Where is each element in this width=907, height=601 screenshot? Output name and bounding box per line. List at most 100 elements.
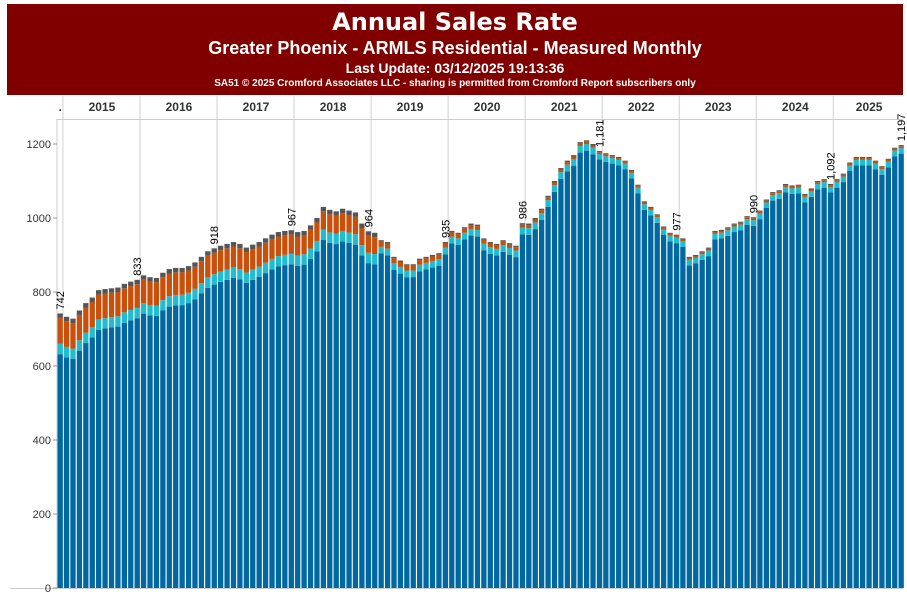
bar-segment-3 [519, 224, 526, 228]
bar-segment-3 [500, 241, 506, 246]
bar-stack [397, 260, 404, 588]
bar-segment-2 [423, 262, 429, 270]
bar-segment-3 [121, 288, 127, 313]
bar-segment-1 [532, 229, 538, 588]
bar-segment-1 [879, 174, 885, 588]
bar-segment-2 [339, 230, 346, 242]
bar-segment-2 [327, 232, 333, 243]
bar-segment-2 [590, 147, 596, 155]
bar-segment-2 [667, 235, 673, 242]
bar-segment-4 [660, 226, 667, 228]
bar-segment-3 [551, 182, 558, 186]
bar-segment-3 [853, 158, 859, 160]
bar-segment-1 [89, 337, 95, 588]
bar-segment-4 [192, 262, 198, 267]
bar-segment-3 [96, 294, 102, 320]
year-band-label: 2021 [550, 100, 578, 114]
bar-segment-1 [262, 273, 269, 588]
bar-segment-1 [442, 254, 448, 588]
bar-segment-4 [648, 206, 654, 209]
bar-segment-2 [622, 163, 628, 170]
bar-segment-3 [449, 232, 455, 237]
bar-segment-1 [628, 178, 635, 588]
bar-segment-3 [885, 159, 891, 162]
bar-segment-3 [417, 260, 423, 265]
bar-segment-4 [346, 210, 352, 216]
bar-segment-4 [76, 310, 83, 315]
bar-stack [269, 234, 275, 588]
bar-segment-2 [205, 277, 211, 288]
bar-segment-3 [295, 236, 301, 256]
bar-segment-2 [866, 159, 872, 166]
bar-segment-1 [224, 279, 230, 588]
bar-segment-1 [596, 159, 603, 589]
bar-segment-1 [237, 279, 243, 588]
bar-segment-1 [333, 244, 339, 588]
bar-stack [250, 244, 256, 588]
bar-segment-2 [725, 230, 731, 236]
bar-segment-4 [185, 266, 192, 271]
bar-segment-1 [834, 187, 840, 588]
bar-segment-4 [641, 201, 648, 203]
bar-segment-1 [577, 152, 583, 589]
data-label: 935 [440, 220, 452, 238]
bar-stack [494, 243, 500, 588]
bar-segment-3 [128, 286, 134, 310]
bar-segment-4 [686, 256, 692, 258]
bar-segment-3 [673, 235, 680, 238]
bar-stack [378, 240, 384, 588]
bar-segment-4 [108, 288, 115, 293]
y-tick-label: 1200 [27, 139, 51, 151]
bar-segment-3 [648, 208, 654, 210]
bar-segment-1 [551, 191, 558, 588]
bar-segment-4 [699, 251, 705, 253]
bar-stack [481, 238, 487, 588]
chart-header: Annual Sales Rate Greater Phoenix - ARML… [7, 4, 903, 95]
bar-segment-1 [558, 178, 564, 588]
bar-segment-4 [558, 168, 564, 170]
bar-segment-4 [404, 264, 410, 266]
bar-stack [892, 147, 898, 588]
bar-segment-2 [474, 229, 481, 237]
bar-segment-1 [693, 263, 699, 588]
bar-segment-3 [847, 163, 853, 166]
bar-segment-4 [436, 253, 442, 255]
bar-segment-3 [461, 228, 468, 233]
bar-segment-1 [795, 193, 802, 588]
bar-segment-3 [635, 185, 641, 188]
bar-segment-1 [712, 239, 718, 588]
bar-segment-2 [744, 219, 750, 225]
bar-segment-4 [757, 210, 763, 212]
bar-segment-1 [622, 169, 628, 588]
bar-segment-2 [654, 217, 660, 223]
bar-segment-4 [333, 211, 339, 216]
bar-segment-3 [468, 225, 474, 229]
bar-stack [282, 230, 288, 588]
bar-segment-2 [365, 252, 371, 264]
bar-segment-2 [808, 191, 814, 197]
bar-stack [725, 227, 731, 588]
bar-segment-1 [218, 281, 224, 588]
bar-stack [70, 318, 76, 588]
bar-segment-2 [256, 266, 262, 278]
bar-stack [693, 255, 699, 588]
bar-stack [860, 156, 866, 588]
bar-segment-4 [166, 269, 172, 274]
bar-stack [635, 184, 641, 588]
bar-segment-4 [218, 245, 224, 251]
bar-segment-4 [506, 243, 513, 245]
bar-segment-2 [821, 182, 827, 188]
bar-segment-1 [609, 163, 615, 589]
bar-segment-4 [487, 242, 493, 244]
bar-stack [352, 212, 359, 588]
bar-segment-4 [89, 297, 95, 302]
bar-segment-1 [173, 305, 179, 588]
bar-segment-1 [391, 269, 397, 588]
bar-segment-4 [327, 209, 333, 215]
bar-segment-4 [359, 223, 365, 228]
bar-segment-4 [834, 179, 840, 181]
bar-segment-1 [860, 165, 866, 588]
last-update: Last Update: 03/12/2025 19:13:36 [345, 60, 565, 76]
bar-segment-1 [128, 320, 134, 588]
bar-segment-4 [128, 281, 134, 287]
